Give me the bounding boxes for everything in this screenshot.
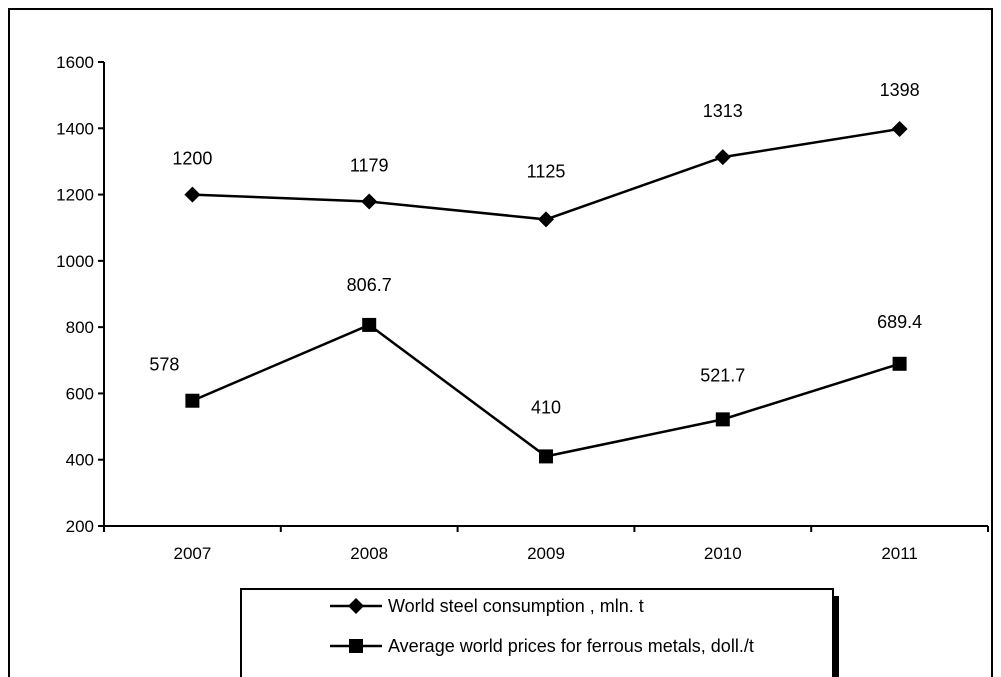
y-tick-label: 1400 <box>56 119 94 138</box>
data-label: 1125 <box>527 161 566 181</box>
x-axis-ticks: 2007 2008 2009 2010 2011 <box>103 526 989 563</box>
legend-marker <box>348 598 364 614</box>
y-tick-label: 400 <box>66 451 94 470</box>
x-tick-label: 2007 <box>173 544 211 563</box>
series-2: 578 806.7 410 521.7 689.4 <box>149 275 922 464</box>
data-label: 1313 <box>703 101 743 121</box>
data-label: 521.7 <box>700 365 745 385</box>
series-1-point <box>714 149 731 166</box>
y-tick-label: 1600 <box>56 53 94 72</box>
axes <box>103 62 988 527</box>
x-tick-label: 2010 <box>704 544 742 563</box>
y-tick-label: 1000 <box>56 252 94 271</box>
data-label: 1398 <box>880 80 920 100</box>
series-1-point <box>891 120 908 137</box>
y-tick-label: 1200 <box>56 186 94 205</box>
data-label: 410 <box>531 397 561 417</box>
series-2-point <box>892 356 907 371</box>
x-tick-label: 2009 <box>527 544 565 563</box>
series-1-point <box>538 211 554 228</box>
series-1-point <box>184 186 201 203</box>
series-2-point <box>539 449 553 464</box>
series-2-point <box>362 317 377 332</box>
chart-frame <box>8 8 993 677</box>
series-1-point <box>361 193 378 210</box>
x-tick-label: 2011 <box>881 544 918 563</box>
data-label: 689.4 <box>877 312 922 332</box>
legend: World steel consumption , mln. t Average … <box>240 588 839 677</box>
data-label: 806.7 <box>347 275 392 295</box>
legend-label: World steel consumption , mln. t <box>388 596 644 616</box>
series-1: 1200 1179 1125 1313 1398 <box>172 80 920 228</box>
y-tick-label: 800 <box>66 318 94 337</box>
series-group: 1200 1179 1125 1313 1398 578 806.7 410 521.7 689.… <box>149 80 922 464</box>
legend-box <box>240 588 834 677</box>
series-2-point <box>715 412 730 427</box>
data-label: 578 <box>149 355 179 375</box>
y-tick-label: 600 <box>66 384 94 403</box>
data-label: 1200 <box>172 149 212 169</box>
y-tick-label: 200 <box>66 517 94 536</box>
y-axis-ticks: 200 400 600 800 1000 1200 1400 1600 <box>56 53 104 536</box>
legend-label: Average world prices for ferrous metals,… <box>388 636 754 656</box>
data-label: 1179 <box>350 156 389 176</box>
series-2-point <box>185 393 200 408</box>
legend-marker <box>349 639 363 653</box>
x-tick-label: 2008 <box>350 544 388 563</box>
